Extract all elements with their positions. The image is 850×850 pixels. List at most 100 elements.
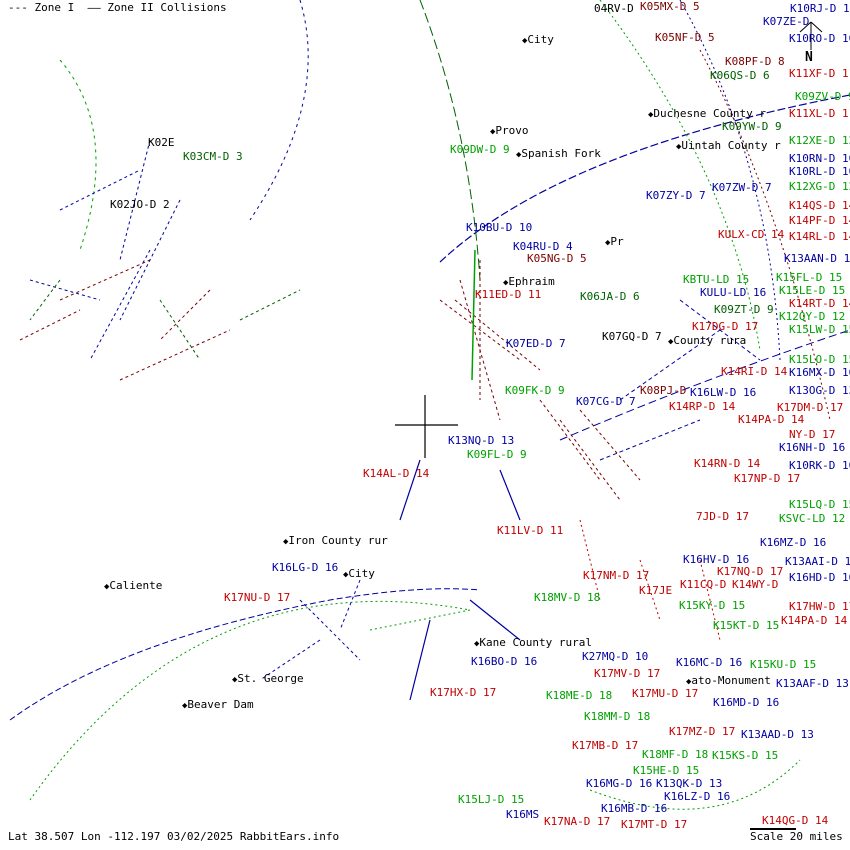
station-label[interactable]: K16NH-D 16	[779, 441, 846, 454]
station-label[interactable]: K16MC-D 16	[676, 656, 743, 669]
station-label[interactable]: K09ZT-D 9	[714, 303, 774, 316]
station-label[interactable]: K14WY-D	[732, 578, 779, 591]
station-label[interactable]: K08PF-D 8	[725, 55, 785, 68]
station-label[interactable]: K07CG-D 7	[576, 395, 636, 408]
station-label[interactable]: 04RV-D	[594, 2, 634, 15]
station-label[interactable]: K14RT-D 14	[789, 297, 850, 310]
station-label[interactable]: K15KU-D 15	[750, 658, 817, 671]
station-label[interactable]: K13NQ-D 13	[448, 434, 515, 447]
station-label[interactable]: K07ZW-D 7	[712, 181, 772, 194]
station-label[interactable]: K07ED-D 7	[506, 337, 566, 350]
station-label[interactable]: K12XG-D 12	[789, 180, 850, 193]
station-label[interactable]: K02JO-D 2	[110, 198, 170, 211]
station-label[interactable]: K14QS-D 14	[789, 199, 850, 212]
station-label[interactable]: K11CQ-D	[680, 578, 727, 591]
station-label[interactable]: K09FK-D 9	[505, 384, 565, 397]
station-label[interactable]: K09FL-D 9	[467, 448, 527, 461]
station-label[interactable]: K17NQ-D 17	[717, 565, 784, 578]
station-label[interactable]: K04RU-D 4	[513, 240, 573, 253]
station-label[interactable]: K16LG-D 16	[272, 561, 339, 574]
station-label[interactable]: K13QK-D 13	[656, 777, 723, 790]
station-label[interactable]: K17NU-D 17	[224, 591, 291, 604]
station-label[interactable]: KULU-LD 16	[700, 286, 767, 299]
station-label[interactable]: K13AAD-D 13	[741, 728, 814, 741]
station-label[interactable]: K13AAI-D 13	[785, 555, 850, 568]
station-label[interactable]: NY-D 17	[789, 428, 836, 441]
station-label[interactable]: K14QG-D 14	[762, 814, 829, 827]
station-label[interactable]: K07GQ-D 7	[602, 330, 662, 343]
station-label[interactable]: K15LW-D 15	[789, 323, 850, 336]
station-label[interactable]: K11ED-D 11	[475, 288, 542, 301]
station-label[interactable]: K10BU-D 10	[466, 221, 533, 234]
station-label[interactable]: K18ME-D 18	[546, 689, 613, 702]
station-label[interactable]: K03CM-D 3	[183, 150, 243, 163]
station-label[interactable]: K16HD-D 16	[789, 571, 850, 584]
station-label[interactable]: K02E	[148, 136, 175, 149]
station-label[interactable]: K16HV-D 16	[683, 553, 750, 566]
station-label[interactable]: K05NF-D 5	[655, 31, 715, 44]
station-label[interactable]: K16MS	[506, 808, 540, 821]
station-label[interactable]: K17MU-D 17	[632, 687, 699, 700]
station-label[interactable]: KULX-CD 14	[718, 228, 785, 241]
station-label[interactable]: K15LE-D 15	[779, 284, 846, 297]
station-label[interactable]: K16MG-D 16	[586, 777, 653, 790]
station-label[interactable]: K17MV-D 17	[594, 667, 661, 680]
station-label[interactable]: K15LQ-D 15	[789, 498, 850, 511]
station-label[interactable]: K17DM-D 17	[777, 401, 844, 414]
station-label[interactable]: K16MX-D 16	[789, 366, 850, 379]
station-label[interactable]: K07ZE-D	[763, 15, 810, 28]
station-label[interactable]: K17MB-D 17	[572, 739, 639, 752]
station-label[interactable]: K17HW-D 17	[789, 600, 850, 613]
station-label[interactable]: K12XE-D 12	[789, 134, 850, 147]
station-label[interactable]: K14AL-D 14	[363, 467, 430, 480]
station-label[interactable]: K08PJ-D	[640, 384, 687, 397]
station-label[interactable]: K16MD-D 16	[713, 696, 780, 709]
station-label[interactable]: K13AAF-D 13	[776, 677, 849, 690]
station-label[interactable]: KBTU-LD 15	[683, 273, 750, 286]
station-label[interactable]: K05MX-D 5	[640, 0, 700, 13]
station-label[interactable]: K15LJ-D 15	[458, 793, 525, 806]
station-label[interactable]: K14RP-D 14	[669, 400, 736, 413]
station-label[interactable]: K15FL-D 15	[776, 271, 843, 284]
station-label[interactable]: K06QS-D 6	[710, 69, 770, 82]
station-label[interactable]: K16LZ-D 16	[664, 790, 731, 803]
station-label[interactable]: K12QY-D 12	[779, 310, 846, 323]
station-label[interactable]: K18MM-D 18	[584, 710, 651, 723]
station-label[interactable]: K17MZ-D 17	[669, 725, 736, 738]
station-label[interactable]: K15LO-D 15	[789, 353, 850, 366]
station-label[interactable]: K15KY-D 15	[679, 599, 746, 612]
station-label[interactable]: K14PA-D 14	[738, 413, 805, 426]
station-label[interactable]: K17NA-D 17	[544, 815, 611, 828]
station-label[interactable]: K14RN-D 14	[694, 457, 761, 470]
station-label[interactable]: K11LV-D 11	[497, 524, 564, 537]
station-label[interactable]: K17MT-D 17	[621, 818, 688, 831]
station-label[interactable]: K18MF-D 18	[642, 748, 709, 761]
station-label[interactable]: K15KT-D 15	[713, 619, 780, 632]
station-label[interactable]: K06JA-D 6	[580, 290, 640, 303]
station-label[interactable]: K15KS-D 15	[712, 749, 779, 762]
station-label[interactable]: K17HX-D 17	[430, 686, 497, 699]
station-label[interactable]: K07ZY-D 7	[646, 189, 706, 202]
station-label[interactable]: K10RN-D 10	[789, 152, 850, 165]
station-label[interactable]: K11XF-D 11	[789, 67, 850, 80]
station-label[interactable]: K09DW-D 9	[450, 143, 510, 156]
station-label[interactable]: K15HE-D 15	[633, 764, 700, 777]
station-label[interactable]: K14PF-D 14	[789, 214, 850, 227]
station-label[interactable]: K17NP-D 17	[734, 472, 801, 485]
station-label[interactable]: K14RL-D 14	[789, 230, 850, 243]
station-label[interactable]: K13OG-D 13	[789, 384, 850, 397]
station-label[interactable]: K17NM-D 17	[583, 569, 650, 582]
station-label[interactable]: K14RI-D 14	[721, 365, 788, 378]
station-label[interactable]: K16LW-D 16	[690, 386, 757, 399]
station-label[interactable]: K16MB-D 16	[601, 802, 668, 815]
station-label[interactable]: K13AAN-D 13	[784, 252, 850, 265]
station-label[interactable]: K17DG-D 17	[692, 320, 759, 333]
station-label[interactable]: K14PA-D 14	[781, 614, 848, 627]
station-label[interactable]: K17JE	[639, 584, 673, 597]
station-label[interactable]: KSVC-LD 12	[779, 512, 846, 525]
station-label[interactable]: K05NG-D 5	[527, 252, 587, 265]
station-label[interactable]: K10RK-D 10	[789, 459, 850, 472]
station-label[interactable]: K10RJ-D 10	[790, 2, 850, 15]
station-label[interactable]: K27MQ-D 10	[582, 650, 649, 663]
